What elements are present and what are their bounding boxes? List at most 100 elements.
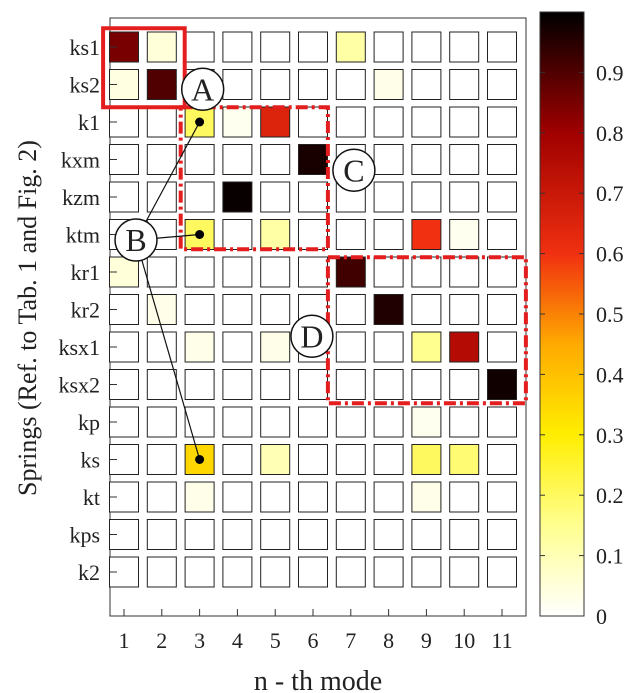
heatmap-cell — [373, 69, 404, 100]
heatmap-cell — [487, 219, 517, 250]
heatmap-cell — [146, 69, 177, 100]
heatmap-cell — [449, 406, 480, 438]
heatmap-cell — [260, 369, 291, 400]
heatmap-cell — [222, 294, 253, 325]
heatmap-cell — [109, 181, 139, 213]
heatmap-cell — [335, 69, 366, 100]
heatmap-cell — [222, 556, 253, 588]
annotation-d-circle — [290, 314, 334, 358]
heatmap-cell — [411, 444, 442, 475]
heatmap-cell — [222, 69, 253, 100]
heatmap-cell — [222, 331, 253, 363]
colorbar — [539, 11, 585, 617]
x-tick-label: 3 — [194, 628, 205, 653]
x-tick-label: 1 — [119, 628, 130, 653]
heatmap-cell — [184, 31, 215, 63]
heatmap-cell — [222, 481, 253, 513]
heatmap-cell — [146, 519, 177, 550]
y-tick-label: kp — [78, 410, 100, 435]
heatmap-cell — [184, 556, 215, 588]
heatmap-cell — [222, 106, 253, 138]
heatmap-cell — [146, 181, 177, 213]
heatmap-cell — [449, 331, 480, 363]
heatmap-cell — [335, 556, 366, 588]
heatmap-cell — [487, 444, 517, 475]
heatmap-cell — [335, 31, 366, 63]
heatmap-cell — [298, 31, 328, 63]
annotation-c-circle — [332, 148, 376, 192]
annotation-labels: A B C D — [114, 67, 376, 358]
heatmap-cell — [411, 144, 442, 175]
heatmap-cell — [411, 556, 442, 588]
heatmap-cell — [184, 256, 215, 288]
heatmap-cell — [335, 294, 366, 325]
heatmap-cell — [298, 219, 328, 250]
colorbar-tick-label: 0 — [596, 604, 607, 629]
group-a-box — [101, 26, 187, 110]
heatmap-cell — [298, 181, 328, 213]
heatmap-cell — [146, 481, 177, 513]
heatmap-cell — [411, 481, 442, 513]
heatmap-cell — [373, 444, 404, 475]
y-tick-label: ks2 — [69, 73, 100, 98]
x-axis-label: n - th mode — [254, 666, 382, 693]
heatmap-cell — [298, 519, 328, 550]
heatmap-cell — [298, 256, 328, 288]
y-tick-label: ktm — [66, 223, 100, 248]
colorbar-tick-label: 0.9 — [596, 60, 624, 85]
heatmap-cell — [298, 144, 328, 175]
heatmap-cell — [373, 294, 404, 325]
heatmap-cell — [298, 69, 328, 100]
x-tick-label: 2 — [156, 628, 167, 653]
heatmap-cell — [222, 256, 253, 288]
heatmap-cell — [449, 69, 480, 100]
heatmap-cell — [335, 219, 366, 250]
heatmap-cell — [260, 31, 291, 63]
y-tick-label: ksx2 — [58, 373, 100, 398]
y-tick-label: k1 — [78, 110, 100, 135]
heatmap-cell — [411, 331, 442, 363]
heatmap-cell — [373, 256, 404, 288]
heatmap-cell — [411, 181, 442, 213]
y-tick-label: kzm — [62, 185, 100, 210]
heatmap-cell — [260, 444, 291, 475]
heatmap-cell — [260, 519, 291, 550]
heatmap-cell — [449, 256, 480, 288]
annotation-b-label: B — [125, 222, 146, 258]
heatmap-cell — [449, 181, 480, 213]
heatmap-cell — [146, 31, 177, 63]
heatmap-cell — [487, 144, 517, 175]
x-tick-label: 5 — [270, 628, 281, 653]
heatmap-cell — [373, 144, 404, 175]
heatmap-cell — [449, 219, 480, 250]
x-tick-label: 11 — [491, 628, 512, 653]
heatmap-cell — [184, 369, 215, 400]
heatmap-cell — [411, 369, 442, 400]
y-tick-label: ksx1 — [58, 335, 100, 360]
x-axis-ticks: 1 2 3 4 5 6 7 8 9 10 11 — [119, 609, 513, 653]
heatmap-cell — [373, 106, 404, 138]
heatmap-cell — [335, 444, 366, 475]
x-tick-label: 9 — [421, 628, 432, 653]
y-tick-label: kt — [83, 485, 100, 510]
heatmap-cell — [449, 144, 480, 175]
heatmap-cell — [184, 181, 215, 213]
colorbar-tick-label: 0.3 — [596, 423, 624, 448]
heatmap-cell — [146, 331, 177, 363]
annotation-b-dot — [195, 230, 205, 239]
y-tick-label: kps — [69, 523, 100, 548]
heatmap-cell — [335, 519, 366, 550]
heatmap-cell — [222, 144, 253, 175]
x-tick-label: 4 — [232, 628, 243, 653]
heatmap-cell — [184, 444, 215, 475]
heatmap-cell — [449, 519, 480, 550]
x-tick-label: 10 — [453, 628, 475, 653]
y-tick-label: kr2 — [71, 298, 100, 323]
heatmap-cell — [260, 69, 291, 100]
annotation-b-dot — [195, 117, 205, 127]
heatmap-cell — [487, 181, 517, 213]
heatmap-cell — [449, 444, 480, 475]
x-tick-label: 7 — [345, 628, 356, 653]
annotation-b-line — [135, 239, 201, 460]
